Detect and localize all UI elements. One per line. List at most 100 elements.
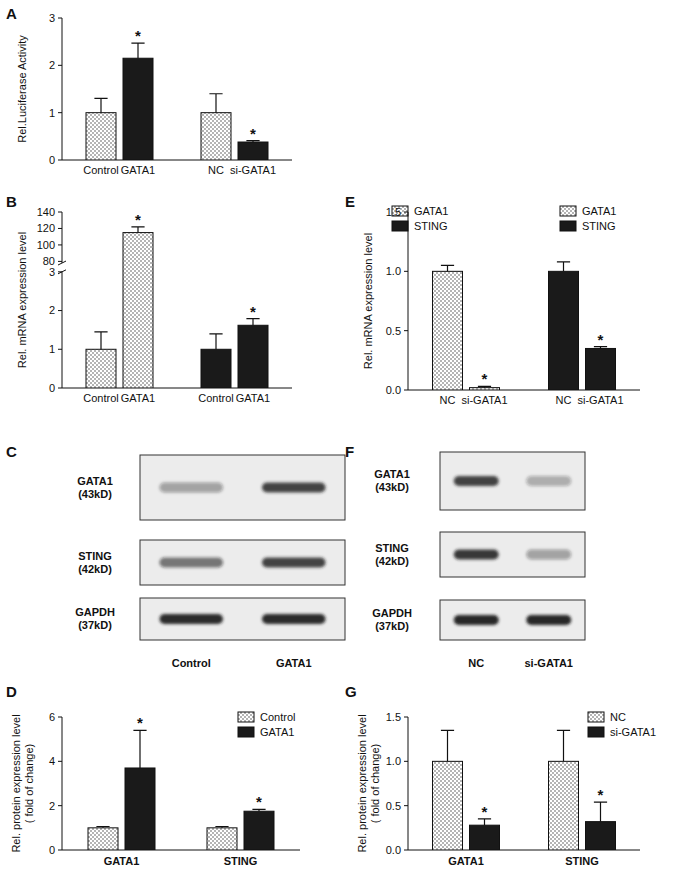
legend-swatch: [392, 221, 408, 231]
panel: B012380100120140Rel. mRNA expression lev…: [6, 193, 448, 404]
lane-label: NC: [468, 657, 484, 669]
y-tick: [404, 717, 408, 718]
lane-label: si-GATA1: [525, 657, 574, 669]
y-tick-label: 3: [49, 266, 55, 278]
panel: A0123Rel.Luciferase ActivityControl*GATA…: [6, 5, 292, 176]
y-tick-label: 3: [49, 12, 55, 24]
row-label-line: GATA1: [77, 475, 113, 487]
x-tick-label: STING: [224, 855, 258, 867]
error-bar: [441, 730, 454, 761]
bar: [470, 388, 500, 390]
panel-letter: F: [345, 443, 354, 460]
error-bar: [209, 94, 222, 113]
bar: [86, 113, 116, 160]
bar: [125, 768, 155, 850]
x-tick-label: GATA1: [236, 392, 270, 404]
y-tick-label: 6: [49, 711, 55, 723]
significance: *: [250, 303, 256, 320]
y-tick: [404, 390, 408, 391]
y-axis-label: Rel.Luciferase Activity: [16, 35, 28, 143]
error-bar: [557, 730, 570, 761]
panel: E0.00.51.01.5Rel. mRNA expression levelN…: [345, 193, 640, 406]
panel-letter: B: [6, 193, 17, 210]
marks: [433, 730, 616, 850]
y-tick: [404, 805, 408, 806]
error-bar: [209, 334, 222, 349]
y-axis: [408, 212, 409, 390]
legend-label: GATA1: [582, 205, 616, 217]
panel-letter: A: [6, 5, 17, 22]
blot-frame: [140, 540, 345, 585]
row-label: STING(42kD): [78, 550, 112, 575]
axis-break: [58, 261, 66, 265]
blot-frame: [140, 455, 345, 520]
y-axis: [62, 272, 63, 388]
bar: [207, 828, 237, 850]
x-tick-label: si-GATA1: [577, 394, 623, 406]
band: [454, 476, 499, 486]
y-tick: [58, 349, 62, 350]
panel-letter: G: [345, 683, 357, 700]
y-tick: [58, 65, 62, 66]
lane-label: Control: [172, 657, 211, 669]
marks: [86, 43, 268, 160]
panel-letter: C: [6, 443, 17, 460]
y-tick: [58, 244, 62, 245]
x-tick-label: si-GATA1: [230, 164, 276, 176]
row-label-line: (43kD): [78, 488, 112, 500]
bar: [201, 349, 231, 388]
bar: [238, 142, 268, 160]
legend-label: si-GATA1: [610, 726, 656, 738]
row-label-line: GAPDH: [372, 607, 412, 619]
y-tick-label: 1: [49, 107, 55, 119]
x-tick-label: NC: [556, 394, 572, 406]
bar: [586, 822, 616, 850]
marks: [86, 227, 268, 388]
y-tick-label: 120: [37, 222, 55, 234]
row-label-line: GAPDH: [75, 606, 115, 618]
y-tick: [58, 271, 62, 272]
row-label-line: (42kD): [78, 563, 112, 575]
x-tick-label: STING: [565, 855, 599, 867]
y-tick-label: 2: [49, 59, 55, 71]
row-label-line: GATA1: [374, 468, 410, 480]
band: [262, 614, 326, 624]
significance: *: [250, 125, 256, 142]
significance: *: [137, 714, 143, 731]
x-tick-label: si-GATA1: [461, 394, 507, 406]
panel: G0.00.51.01.5Rel. protein expression lev…: [345, 683, 656, 867]
y-tick-label: 1.5: [386, 711, 401, 723]
error-bar: [94, 98, 107, 112]
panel-letter: D: [6, 683, 17, 700]
y-tick-label: 0: [49, 154, 55, 166]
y-tick-label: 0: [49, 844, 55, 856]
x-tick-label: Control: [198, 392, 233, 404]
row-label-line: STING: [78, 550, 112, 562]
y-tick-label: 0.5: [386, 800, 401, 812]
y-tick-label: 2: [49, 800, 55, 812]
error-bar: [557, 262, 570, 271]
significance: *: [598, 331, 604, 348]
significance: *: [482, 803, 488, 820]
x-tick-label: GATA1: [448, 855, 484, 867]
error-bar: [96, 827, 109, 828]
error-bar: [131, 43, 144, 58]
y-tick-label: 1.0: [386, 755, 401, 767]
y-tick-label: 140: [37, 206, 55, 218]
x-tick-label: NC: [440, 394, 456, 406]
legend-swatch: [560, 221, 576, 231]
y-tick: [58, 212, 62, 213]
row-label: STING(42kD): [375, 542, 409, 567]
y-axis: [62, 212, 63, 263]
row-label-line: (37kD): [78, 619, 112, 631]
y-tick: [404, 271, 408, 272]
y-axis-label: Rel. protein expression level: [356, 714, 368, 852]
marks: [433, 262, 616, 390]
legend: ControlGATA1: [238, 711, 295, 738]
legend-swatch: [238, 712, 254, 722]
row-label: GATA1(43kD): [374, 468, 410, 493]
y-tick: [404, 212, 408, 213]
significance: *: [135, 211, 141, 228]
panel: D0246Rel. protein expression level( fold…: [6, 683, 300, 867]
row-label-line: (43kD): [375, 481, 409, 493]
